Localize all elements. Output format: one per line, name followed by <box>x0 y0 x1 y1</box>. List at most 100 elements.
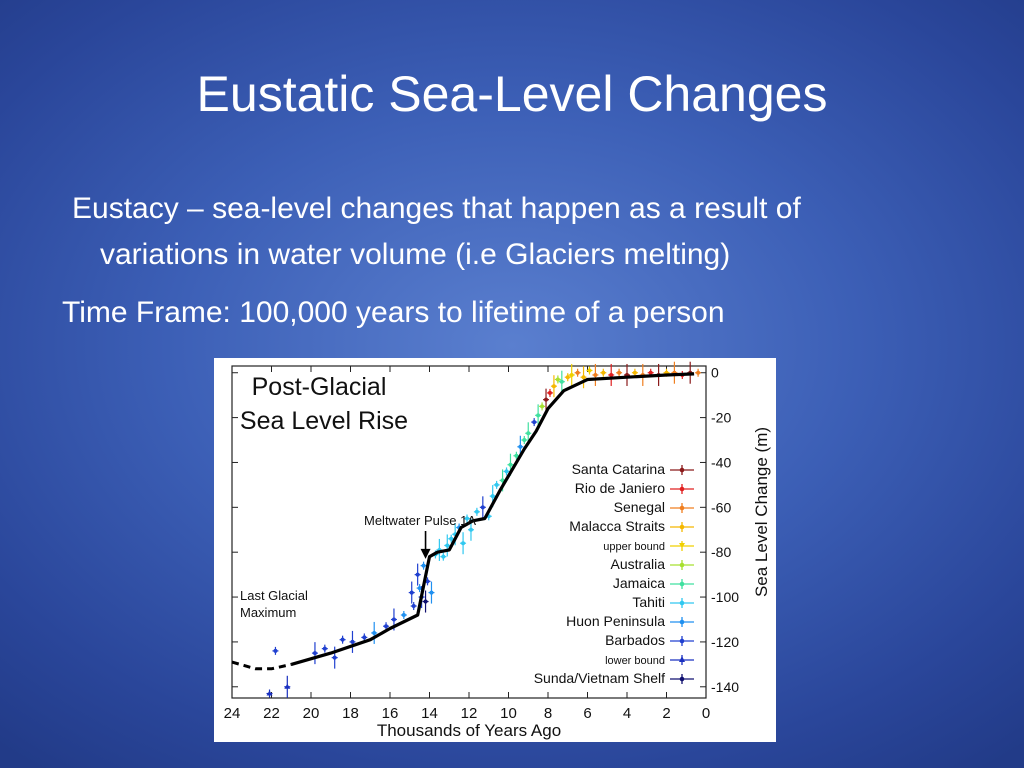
legend-item: upper bound <box>603 541 694 553</box>
x-tick-label: 2 <box>662 705 670 722</box>
legend-label: Tahiti <box>632 594 665 610</box>
data-point <box>371 621 378 644</box>
data-point <box>440 552 447 561</box>
x-axis-label: Thousands of Years Ago <box>377 721 561 740</box>
axis-ticks: 24 22 20 18 16 14 12 10 8 6 4 2 00-20-40-60-80-100-1… <box>224 365 740 722</box>
data-point <box>448 534 455 543</box>
legend: Santa Catarina Rio de Janiero Senegal Malac… <box>534 461 694 686</box>
y-axis-label: Sea Level Change (m) <box>752 427 771 597</box>
legend-marker <box>679 505 685 511</box>
data-point <box>473 507 480 516</box>
legend-item: Malacca Straits <box>569 518 694 534</box>
data-point <box>339 635 346 644</box>
trend-solid <box>290 372 695 666</box>
data-point <box>616 368 623 377</box>
x-tick-label: 24 <box>224 705 241 722</box>
slide-title: Eustatic Sea-Level Changes <box>196 66 828 122</box>
data-point <box>272 646 279 655</box>
legend-marker <box>679 467 685 473</box>
y-tick-label: -140 <box>711 679 739 695</box>
y-tick-label: -100 <box>711 589 739 605</box>
data-point <box>321 644 328 653</box>
data-point <box>671 361 678 384</box>
x-tick-label: 16 <box>382 705 399 722</box>
data-point <box>558 370 565 393</box>
axis-labels: Thousands of Years Ago Sea Level Change (… <box>377 427 771 740</box>
data-point <box>554 375 561 384</box>
legend-marker <box>679 676 685 682</box>
x-tick-label: 10 <box>500 705 517 722</box>
y-tick-label: 0 <box>711 365 719 381</box>
data-point <box>574 368 581 377</box>
data-point <box>535 404 542 427</box>
data-point <box>546 388 553 397</box>
data-point <box>464 514 471 523</box>
data-point <box>383 622 390 631</box>
data-point <box>608 363 615 386</box>
legend-label: Senegal <box>614 499 665 515</box>
legend-item: Barbados <box>605 632 694 648</box>
annotation-arrow-head <box>420 548 431 559</box>
data-point <box>695 368 702 377</box>
chart-title-line-2: Sea Level Rise <box>240 407 408 435</box>
bullet-time-frame: Time Frame: 100,000 years to lifetime of… <box>62 296 725 329</box>
legend-label: lower bound <box>605 655 665 667</box>
y-tick-label: -120 <box>711 634 739 650</box>
data-point <box>531 418 538 427</box>
data-point <box>513 451 520 460</box>
legend-label: Rio de Janiero <box>575 480 665 496</box>
x-tick-label: 6 <box>583 705 591 722</box>
data-point <box>266 689 273 698</box>
x-tick-label: 8 <box>544 705 552 722</box>
y-tick-label: -80 <box>711 544 731 560</box>
trend-dashed <box>231 660 292 671</box>
data-point <box>284 675 291 698</box>
data-point <box>550 375 557 398</box>
trend-line <box>231 372 695 671</box>
data-point <box>592 363 599 386</box>
data-point <box>624 363 630 386</box>
data-point <box>428 581 435 604</box>
data-point <box>543 388 550 411</box>
data-point <box>400 611 407 619</box>
data-point <box>521 436 528 445</box>
data-point <box>600 368 607 377</box>
y-tick-label: -20 <box>711 410 731 426</box>
data-points <box>266 361 702 698</box>
x-tick-label: 12 <box>461 705 478 722</box>
annotations: Meltwater Pulse 1A Last Glacial Maximum <box>240 513 476 620</box>
data-point <box>539 402 546 411</box>
data-point <box>493 480 500 489</box>
legend-marker <box>679 486 685 492</box>
legend-marker <box>679 581 685 587</box>
chart-title-line-1: Post-Glacial <box>252 373 387 401</box>
x-tick-label: 20 <box>303 705 320 722</box>
bullet-eustacy-line-1: Eustacy – sea-level changes that happen … <box>72 192 801 225</box>
legend-marker <box>679 638 685 644</box>
legend-item: Santa Catarina <box>572 461 694 477</box>
legend-label: Barbados <box>605 632 665 648</box>
legend-item: Senegal <box>614 499 694 515</box>
legend-label: Huon Peninsula <box>566 613 665 629</box>
data-point <box>503 467 510 476</box>
data-point <box>467 518 474 541</box>
annotation-lgm-line-2: Maximum <box>240 605 296 620</box>
legend-item: Rio de Janiero <box>575 480 694 496</box>
x-tick-label: 18 <box>342 705 359 722</box>
legend-label: Australia <box>611 556 666 572</box>
legend-item: lower bound <box>605 655 694 667</box>
data-point <box>311 642 318 665</box>
data-point <box>568 363 575 386</box>
data-point <box>586 366 593 375</box>
x-tick-label: 0 <box>702 705 710 722</box>
data-point <box>479 496 486 519</box>
legend-marker <box>679 619 685 625</box>
legend-item: Tahiti <box>632 594 694 610</box>
annotation-meltwater-pulse: Meltwater Pulse 1A <box>364 513 476 528</box>
bullet-list: Eustacy – sea-level changes that happen … <box>62 186 982 336</box>
y-tick-label: -60 <box>711 499 731 515</box>
legend-label: Malacca Straits <box>569 518 665 534</box>
data-point <box>420 561 427 570</box>
legend-item: Jamaica <box>613 575 694 591</box>
